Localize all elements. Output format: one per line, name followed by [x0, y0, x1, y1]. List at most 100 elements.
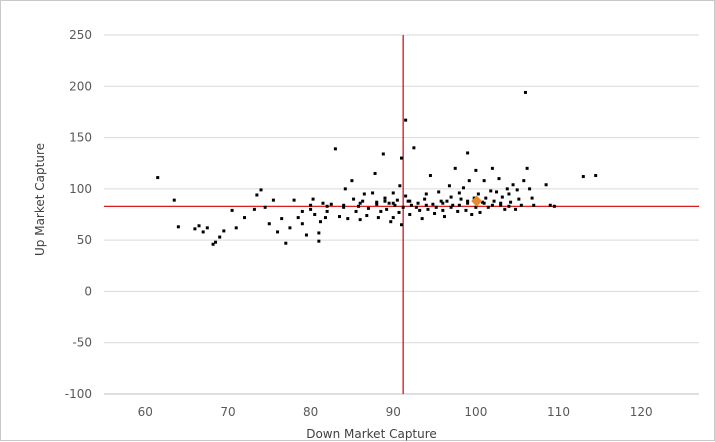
data-point	[304, 233, 308, 237]
data-point	[489, 189, 493, 193]
data-point	[442, 215, 446, 219]
data-point	[234, 226, 238, 230]
data-point	[581, 175, 585, 179]
data-point	[400, 223, 403, 227]
data-point	[404, 194, 408, 198]
data-point	[317, 231, 321, 235]
data-point	[523, 90, 527, 94]
data-point	[418, 208, 422, 212]
data-point	[449, 205, 453, 209]
data-point	[230, 208, 234, 212]
data-point	[288, 226, 292, 230]
data-point	[466, 199, 470, 203]
data-point	[373, 171, 377, 175]
data-point	[284, 241, 288, 245]
data-point	[490, 166, 494, 170]
data-point	[292, 198, 296, 202]
data-point	[424, 203, 428, 207]
data-point	[445, 199, 449, 203]
data-point	[420, 217, 424, 221]
data-point	[428, 174, 432, 178]
data-point	[391, 191, 395, 195]
y-tick-label: 250	[69, 28, 92, 42]
data-point	[408, 199, 412, 203]
y-tick-labels: -100 -50 0 50 100 150 200 250	[65, 28, 92, 401]
data-point	[528, 187, 532, 191]
data-point	[470, 213, 474, 216]
data-point	[499, 201, 503, 205]
data-point	[371, 191, 375, 195]
data-point	[426, 207, 430, 211]
data-point	[379, 209, 383, 213]
data-point	[478, 210, 482, 214]
data-point	[459, 197, 463, 201]
data-point	[466, 151, 470, 155]
gridlines	[104, 34, 699, 395]
data-point	[395, 198, 399, 202]
data-point	[346, 217, 350, 221]
data-point	[218, 235, 222, 239]
data-point	[449, 195, 453, 199]
x-tick-label: 100	[464, 405, 487, 419]
data-point	[276, 230, 280, 234]
data-point	[457, 203, 461, 207]
data-point	[434, 205, 438, 209]
data-point	[391, 216, 395, 220]
x-tick-label: 110	[547, 405, 570, 419]
data-point	[255, 193, 259, 197]
y-tick-label: -100	[65, 387, 92, 401]
data-point	[486, 205, 490, 209]
x-tick-label: 60	[138, 405, 153, 419]
data-point	[441, 208, 445, 212]
data-point	[323, 216, 327, 220]
data-point	[503, 207, 507, 211]
data-point	[404, 118, 408, 122]
data-point	[354, 209, 358, 213]
data-point	[333, 147, 337, 151]
data-point	[381, 152, 385, 156]
data-point	[517, 197, 521, 201]
data-point	[522, 179, 526, 183]
data-point	[408, 213, 412, 216]
data-point	[500, 195, 504, 199]
data-point	[311, 197, 315, 201]
data-point	[242, 216, 246, 220]
data-point	[357, 204, 361, 208]
data-point	[544, 183, 548, 187]
data-point	[385, 207, 389, 211]
data-point	[451, 203, 455, 207]
data-point	[461, 186, 465, 190]
data-point	[383, 199, 387, 203]
data-point	[484, 196, 488, 200]
data-point	[365, 214, 369, 218]
data-point	[507, 192, 511, 196]
data-point	[424, 192, 428, 196]
data-point	[532, 203, 536, 207]
data-point	[511, 183, 515, 187]
data-point	[358, 218, 362, 222]
data-point	[214, 240, 218, 244]
data-point	[321, 201, 325, 205]
data-point	[172, 198, 176, 202]
data-point	[350, 179, 354, 183]
data-point	[271, 198, 275, 202]
data-point	[457, 191, 461, 195]
data-point	[492, 199, 496, 203]
data-point	[466, 201, 470, 205]
data-point	[387, 201, 391, 205]
data-point	[495, 190, 499, 194]
data-point	[205, 226, 209, 230]
data-point	[412, 146, 416, 150]
data-point	[514, 207, 518, 211]
data-point	[474, 205, 478, 209]
data-point	[342, 205, 346, 209]
data-point	[222, 229, 226, 233]
data-point	[552, 204, 556, 208]
data-point	[375, 202, 379, 206]
data-point	[343, 187, 347, 191]
data-point	[409, 203, 413, 207]
data-point	[480, 200, 484, 204]
data-point	[338, 215, 342, 219]
